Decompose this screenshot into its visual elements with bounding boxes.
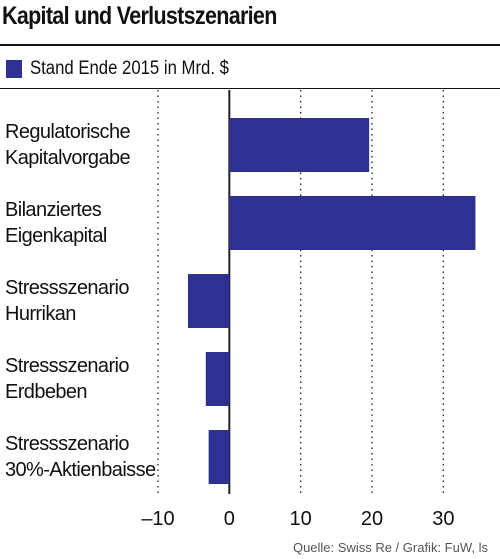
category-label-line: Kapitalvorgabe	[5, 147, 131, 169]
legend-swatch	[6, 60, 22, 78]
category-labels: Regulatorische Kapitalvorgabe Bilanziertes…	[5, 121, 157, 481]
category-label-line: Stressszenario	[5, 277, 129, 299]
category-label: Stressszenario Hurrikan	[5, 277, 129, 325]
bars	[187, 118, 476, 484]
category-label: Stressszenario Erdbeben	[5, 355, 129, 403]
x-tick-label: 20	[361, 508, 383, 530]
source-credit: Quelle: Swiss Re / Grafik: FuW, ls	[292, 540, 488, 555]
title-rule	[0, 44, 500, 46]
x-axis-ticks: –10 0 10 20 30	[141, 508, 454, 530]
chart-title: Kapital und Verlustszenarien	[2, 2, 277, 30]
x-tick-label: 10	[290, 508, 312, 530]
category-label-line: Eigenkapital	[5, 225, 107, 247]
x-tick-label: 30	[432, 508, 454, 530]
legend-label: Stand Ende 2015 in Mrd. $	[30, 58, 229, 79]
category-label-line: Bilanziertes	[5, 199, 102, 221]
x-tick-label: –10	[141, 508, 174, 530]
category-label-line: 30%-Aktienbaisse	[5, 459, 156, 481]
category-label-line: Hurrikan	[5, 303, 76, 325]
category-label: Regulatorische Kapitalvorgabe	[5, 121, 131, 169]
legend: Stand Ende 2015 in Mrd. $	[6, 58, 256, 80]
bar	[205, 352, 230, 406]
category-label-line: Stressszenario	[5, 433, 129, 455]
category-label-line: Stressszenario	[5, 355, 129, 377]
bar	[187, 274, 230, 328]
category-label: Stressszenario 30%-Aktienbaisse	[5, 433, 156, 481]
category-label: Bilanziertes Eigenkapital	[5, 199, 107, 247]
category-label-line: Erdbeben	[5, 381, 87, 403]
bar	[229, 196, 476, 250]
x-tick-label: 0	[224, 508, 235, 530]
category-label-line: Regulatorische	[5, 121, 130, 143]
bar	[229, 118, 370, 172]
legend-rule	[0, 88, 500, 89]
bar	[208, 430, 230, 484]
